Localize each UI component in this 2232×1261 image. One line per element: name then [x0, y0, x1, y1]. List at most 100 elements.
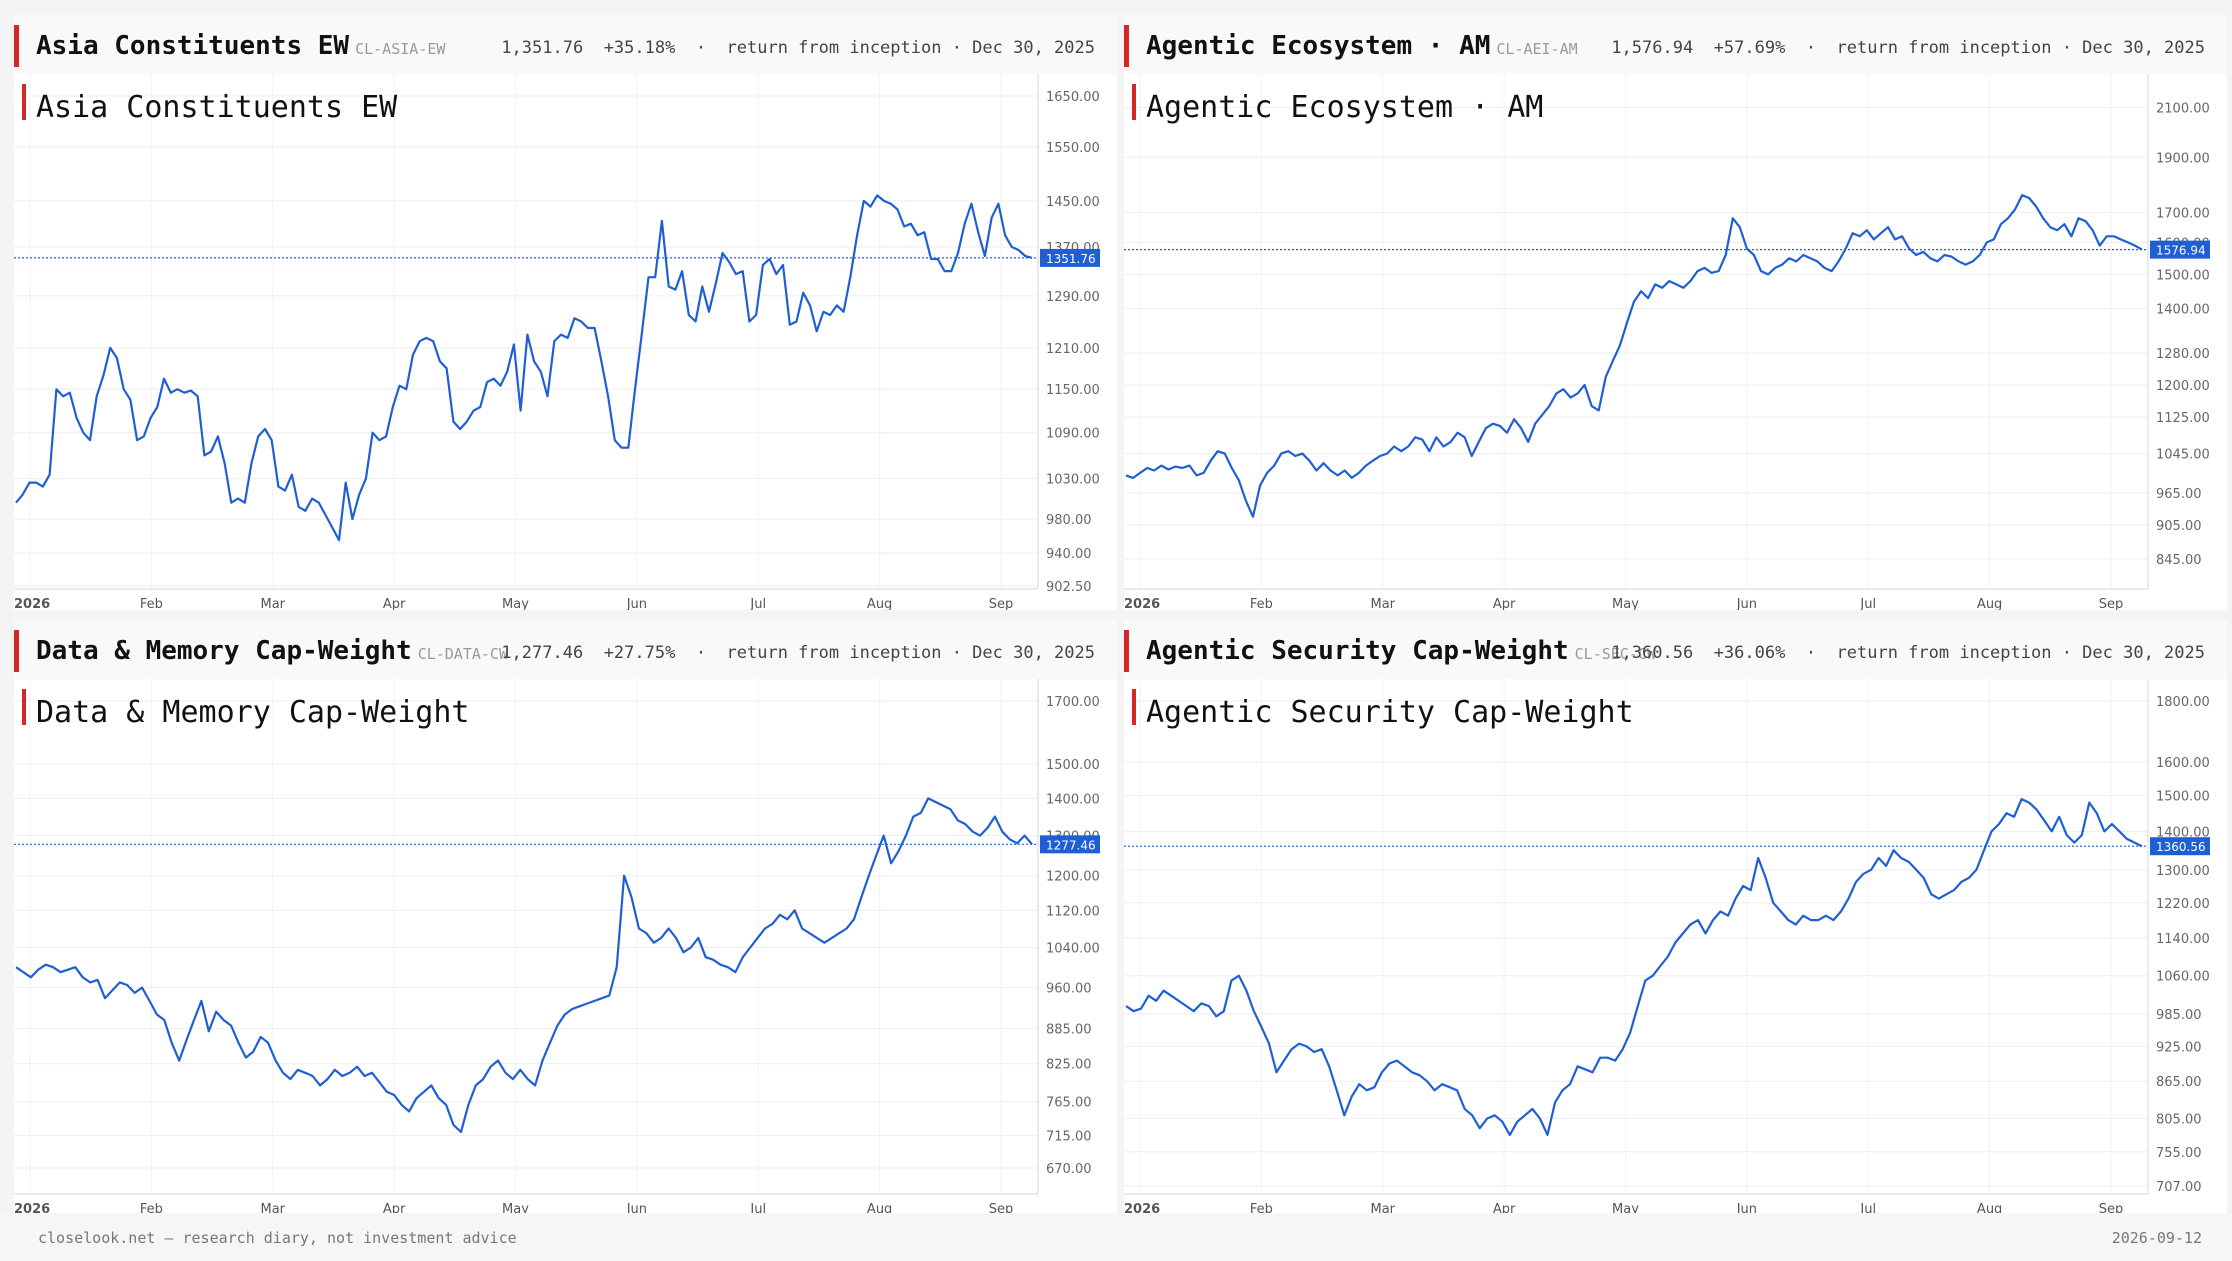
x-tick-label: May [1612, 597, 1639, 610]
y-tick-label: 1500.00 [2156, 268, 2210, 283]
line-chart[interactable]: 845.00 905.00 965.00 1045.00 1125.00 1200.00 1… [1124, 74, 2227, 610]
x-tick-label: Feb [140, 597, 163, 610]
last-value-label: 1277.46 [1046, 838, 1096, 852]
y-tick-label: 1550.00 [1046, 141, 1100, 156]
x-tick-label: Aug [1977, 1202, 2002, 1215]
last-value-badge [1040, 835, 1100, 854]
header-stats: 1,277.46 +27.75% · return from inception… [501, 643, 1095, 663]
chart-panel-data-memory: Data & Memory Cap-Weight CL-DATA-CW 1,277… [14, 619, 1117, 1215]
index-level: 1,576.94 [1611, 38, 1694, 58]
x-tick-label: 2026 [14, 597, 50, 610]
x-tick-label: Sep [989, 597, 1014, 610]
separator: · [675, 643, 727, 663]
page-footer: closelook.net — research diary, not inve… [0, 1213, 2232, 1261]
y-tick-label: 1400.00 [2156, 303, 2210, 318]
line-chart[interactable]: 902.50 940.00 980.00 1030.00 1090.00 1150.00 1… [14, 74, 1117, 610]
y-tick-label: 1500.00 [2156, 790, 2210, 805]
x-tick-label: Mar [1370, 597, 1395, 610]
y-tick-label: 1800.00 [2156, 695, 2210, 710]
x-tick-label: Jun [1736, 597, 1757, 610]
panel-title: Asia Constituents EW CL-ASIA-EW [36, 31, 445, 61]
y-tick-label: 1060.00 [2156, 970, 2210, 985]
x-tick-label: 2026 [14, 1202, 50, 1215]
footer-disclaimer: closelook.net — research diary, not inve… [38, 1229, 517, 1247]
x-tick-label: Mar [260, 1202, 285, 1215]
x-tick-label: Sep [2099, 1202, 2124, 1215]
line-chart[interactable]: 707.00 755.00 805.00 865.00 925.00 985.00 1060… [1124, 679, 2227, 1215]
panel-title-text: Agentic Security Cap-Weight [1146, 636, 1569, 666]
accent-bar [1124, 25, 1129, 67]
y-tick-label: 865.00 [2156, 1075, 2202, 1090]
return-note: return from inception · Dec 30, 2025 [1836, 643, 2205, 663]
y-tick-label: 1650.00 [1046, 90, 1100, 105]
y-tick-label: 1045.00 [2156, 448, 2210, 463]
y-tick-label: 965.00 [2156, 487, 2202, 502]
y-tick-label: 755.00 [2156, 1146, 2202, 1161]
series-line [15, 194, 1033, 542]
x-tick-label: Jul [749, 597, 766, 610]
y-tick-label: 1400.00 [1046, 792, 1100, 807]
y-tick-label: 902.50 [1046, 580, 1092, 595]
panel-title-text: Agentic Ecosystem · AM [1146, 31, 1491, 61]
header-stats: 1,360.56 +36.06% · return from inception… [1611, 643, 2205, 663]
ticker-code: CL-AEI-AM [1496, 40, 1578, 58]
panel-header: Agentic Ecosystem · AM CL-AEI-AM 1,576.94… [1124, 14, 2227, 74]
chart-title-bar [22, 689, 26, 725]
panel-header: Agentic Security Cap-Weight CL-SEC-CW 1,3… [1124, 619, 2227, 679]
chart-title-bar [1132, 689, 1136, 725]
y-tick-label: 980.00 [1046, 513, 1092, 528]
y-tick-label: 925.00 [2156, 1040, 2202, 1055]
chart-panel-asia: Asia Constituents EW CL-ASIA-EW 1,351.76 … [14, 14, 1117, 610]
ticker-code: CL-ASIA-EW [355, 40, 446, 58]
y-tick-label: 805.00 [2156, 1112, 2202, 1127]
return-pct: +57.69% [1713, 38, 1786, 58]
x-tick-label: May [502, 597, 529, 610]
y-tick-label: 1200.00 [1046, 870, 1100, 885]
y-tick-label: 1090.00 [1046, 427, 1100, 442]
line-chart[interactable]: 670.00 715.00 765.00 825.00 885.00 960.00 1040… [14, 679, 1117, 1215]
y-tick-label: 2100.00 [2156, 102, 2210, 117]
series-line [1125, 798, 2143, 1136]
chart-panel-agentic-ecosystem: Agentic Ecosystem · AM CL-AEI-AM 1,576.94… [1124, 14, 2227, 610]
y-tick-label: 1125.00 [2156, 411, 2210, 426]
x-tick-label: Mar [260, 597, 285, 610]
header-stats: 1,351.76 +35.18% · return from inception… [501, 38, 1095, 58]
y-tick-label: 1290.00 [1046, 290, 1100, 305]
y-tick-label: 1500.00 [1046, 758, 1100, 773]
y-tick-label: 765.00 [1046, 1096, 1092, 1111]
panel-header: Data & Memory Cap-Weight CL-DATA-CW 1,277… [14, 619, 1117, 679]
index-level: 1,360.56 [1611, 643, 1694, 663]
y-tick-label: 1900.00 [2156, 151, 2210, 166]
panel-title: Agentic Security Cap-Weight CL-SEC-CW [1146, 636, 1656, 666]
chart-title-bar [1132, 84, 1136, 120]
y-tick-label: 1030.00 [1046, 473, 1100, 488]
chart-title: Agentic Security Cap-Weight [1146, 695, 1634, 730]
y-tick-label: 1700.00 [2156, 206, 2210, 221]
accent-bar [1124, 630, 1129, 672]
y-tick-label: 1450.00 [1046, 195, 1100, 210]
y-tick-label: 1400.00 [2156, 825, 2210, 840]
x-tick-label: Apr [1493, 597, 1516, 610]
accent-bar [14, 25, 19, 67]
series-line [1125, 194, 2143, 518]
ticker-code: CL-DATA-CW [417, 645, 508, 663]
y-tick-label: 1040.00 [1046, 941, 1100, 956]
y-tick-label: 825.00 [1046, 1058, 1092, 1073]
x-tick-label: Jul [749, 1202, 766, 1215]
y-tick-label: 1600.00 [2156, 756, 2210, 771]
ticker-code: CL-SEC-CW [1574, 645, 1656, 663]
y-tick-label: 940.00 [1046, 547, 1092, 562]
index-level: 1,351.76 [501, 38, 584, 58]
chart-title: Asia Constituents EW [36, 90, 398, 125]
y-tick-label: 1120.00 [1046, 904, 1100, 919]
last-value-label: 1351.76 [1046, 252, 1096, 266]
x-tick-label: Feb [1250, 597, 1273, 610]
x-tick-label: Aug [1977, 597, 2002, 610]
header-stats: 1,576.94 +57.69% · return from inception… [1611, 38, 2205, 58]
x-tick-label: May [1612, 1202, 1639, 1215]
footer-date: 2026-09-12 [2111, 1229, 2202, 1247]
series-line [15, 797, 1033, 1133]
return-note: return from inception · Dec 30, 2025 [1836, 38, 2205, 58]
index-level: 1,277.46 [501, 643, 584, 663]
x-tick-label: Jul [1859, 597, 1876, 610]
